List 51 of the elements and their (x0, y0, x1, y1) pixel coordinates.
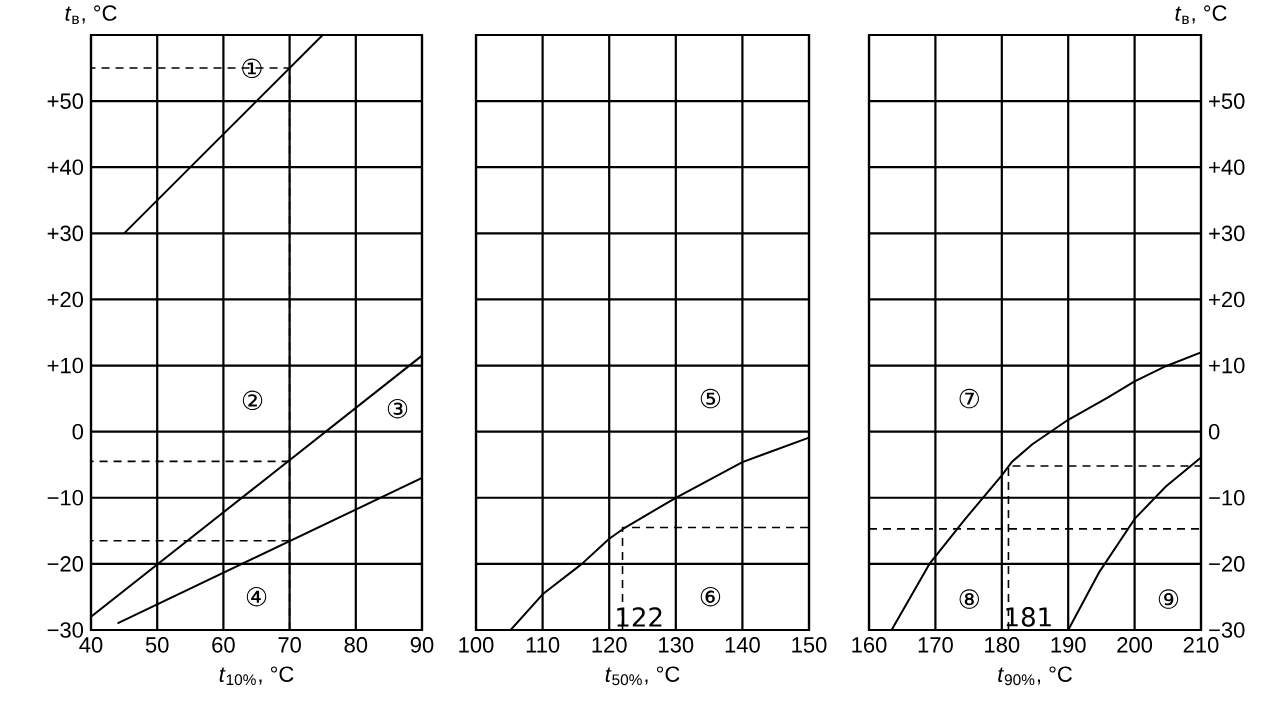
y2-tick-label: −10 (1209, 490, 1245, 506)
y-tick-label: +40 (47, 159, 84, 176)
annotation: ② (242, 390, 263, 411)
y2-tick-label: +30 (1209, 225, 1245, 242)
y2-tick-label: +50 (1209, 93, 1245, 109)
y2-tick-label: +20 (1209, 291, 1245, 308)
x-tick-label: 130 (659, 637, 694, 653)
x-tick-label: 160 (852, 637, 887, 653)
annotation: 181 (1006, 607, 1051, 627)
annotation: 122 (617, 607, 662, 627)
x-axis-title: t$_{10%}$, °C (219, 666, 294, 686)
annotation: ④ (246, 586, 267, 607)
y-tick-label: −20 (47, 556, 84, 572)
y-tick-label: −10 (47, 490, 84, 506)
x-tick-label: 40 (79, 637, 103, 653)
x-tick-label: 70 (278, 637, 301, 653)
x-tick-label: 100 (459, 637, 494, 653)
x-tick-label: 50 (145, 637, 169, 653)
y2-tick-label: −30 (1209, 622, 1245, 638)
x-tick-label: 60 (212, 637, 235, 653)
y2-axis-title: t$_{в}$, °C (1175, 5, 1227, 24)
annotation: ⑤ (700, 388, 721, 409)
y-tick-label: +10 (47, 357, 84, 374)
y2-tick-label: +40 (1209, 159, 1245, 176)
annotation: ③ (387, 398, 408, 419)
x-axis-title: t$_{90%}$, °C (998, 666, 1072, 686)
annotation: ⑧ (959, 589, 980, 609)
y-tick-label: +30 (47, 225, 84, 242)
x-axis-title: t$_{50%}$, °C (605, 666, 680, 686)
annotation: ⑦ (959, 388, 980, 409)
x-tick-label: 170 (918, 637, 953, 653)
y-tick-label: +20 (47, 291, 84, 308)
y-axis-title: t$_{в}$, °C (65, 5, 117, 24)
annotation: ⑨ (1158, 589, 1179, 609)
y-tick-label: 0 (72, 423, 84, 440)
x-tick-label: 90 (410, 637, 434, 653)
y-tick-label: −30 (47, 622, 84, 638)
y2-tick-label: +10 (1209, 357, 1245, 374)
x-tick-label: 140 (725, 637, 760, 653)
x-tick-label: 80 (344, 637, 368, 653)
y-tick-label: +50 (47, 93, 84, 109)
x-tick-label: 110 (526, 637, 560, 653)
y2-tick-label: −20 (1209, 556, 1245, 572)
y2-tick-label: 0 (1208, 423, 1220, 440)
annotation: ⑥ (700, 586, 721, 607)
x-tick-label: 200 (1117, 637, 1153, 653)
x-tick-label: 120 (592, 637, 627, 653)
x-tick-label: 190 (1051, 637, 1086, 653)
x-tick-label: 210 (1183, 637, 1219, 653)
x-tick-label: 150 (792, 637, 827, 653)
x-tick-label: 180 (985, 637, 1020, 653)
